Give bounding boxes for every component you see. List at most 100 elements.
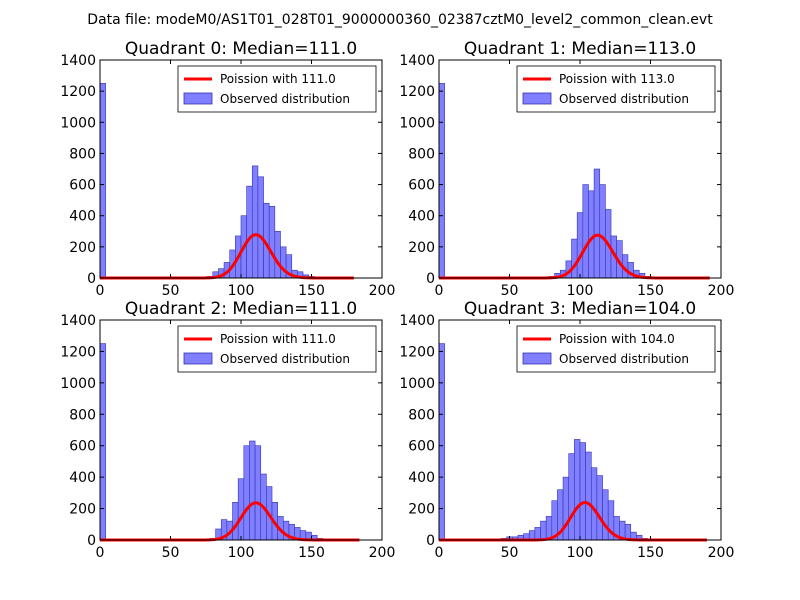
histogram-bar xyxy=(99,83,106,279)
y-tick-label: 1200 xyxy=(60,84,96,100)
y-tick-label: 1000 xyxy=(60,115,96,131)
y-tick-label: 1400 xyxy=(60,313,96,329)
histogram-bar xyxy=(579,442,586,541)
histogram-bar xyxy=(534,527,541,541)
x-tick-label: 50 xyxy=(501,545,519,561)
legend-bar-swatch xyxy=(522,352,552,365)
x-tick-label: 150 xyxy=(637,545,664,561)
y-tick-label: 600 xyxy=(69,439,96,455)
y-tick-label: 1200 xyxy=(399,84,435,100)
legend-bar-swatch xyxy=(183,352,213,365)
figure-suptitle: Data file: modeM0/AS1T01_028T01_90000003… xyxy=(87,12,713,28)
y-tick-label: 1200 xyxy=(60,344,96,360)
histogram-bar xyxy=(246,185,253,279)
x-tick-label: 100 xyxy=(567,283,594,299)
histogram-bar xyxy=(568,453,575,541)
legend-bar-swatch xyxy=(183,92,213,105)
y-tick-label: 1400 xyxy=(399,313,435,329)
histogram-bar xyxy=(562,476,570,541)
histogram-bar xyxy=(602,489,609,541)
legend-bar-swatch xyxy=(522,92,552,105)
histogram-bars xyxy=(438,83,657,279)
x-tick-label: 0 xyxy=(96,283,105,299)
histogram-bar xyxy=(249,440,256,541)
x-tick-label: 50 xyxy=(501,283,519,299)
chart-title: Quadrant 3: Median=104.0 xyxy=(464,299,696,319)
x-tick-label: 100 xyxy=(228,545,255,561)
y-tick-label: 1400 xyxy=(399,53,435,69)
y-tick-label: 600 xyxy=(408,178,435,194)
y-tick-label: 800 xyxy=(408,407,435,423)
legend-label-observed: Observed distribution xyxy=(559,352,689,366)
legend-label-poisson: Poission with 111.0 xyxy=(220,72,336,86)
y-tick-label: 1200 xyxy=(399,344,435,360)
y-tick-label: 0 xyxy=(87,533,96,549)
chart-title: Quadrant 2: Median=111.0 xyxy=(125,299,357,319)
histogram-bar xyxy=(257,176,264,279)
histogram-bar xyxy=(99,343,106,541)
x-tick-label: 200 xyxy=(708,283,735,299)
y-tick-label: 200 xyxy=(408,240,435,256)
histogram-bars xyxy=(99,83,321,279)
histogram-bar xyxy=(593,168,601,279)
x-tick-label: 100 xyxy=(228,283,255,299)
y-tick-label: 1000 xyxy=(399,376,435,392)
histogram-bar xyxy=(599,184,606,279)
y-tick-label: 1400 xyxy=(60,53,96,69)
y-tick-label: 800 xyxy=(408,146,435,162)
x-tick-label: 0 xyxy=(96,545,105,561)
legend-label-poisson: Poission with 113.0 xyxy=(559,72,675,86)
chart-panel-2: Quadrant 2: Median=111.0 0 50 100 150 200 0 200… xyxy=(60,299,395,561)
histogram-bar xyxy=(438,83,445,279)
x-tick-label: 150 xyxy=(298,283,325,299)
y-tick-label: 1000 xyxy=(399,115,435,131)
histogram-bar xyxy=(268,206,276,279)
y-tick-label: 0 xyxy=(426,533,435,549)
chart-title: Quadrant 0: Median=111.0 xyxy=(125,39,357,59)
x-tick-label: 50 xyxy=(162,545,180,561)
histogram-bar xyxy=(251,165,259,279)
histogram-bars xyxy=(99,343,324,541)
x-tick-label: 50 xyxy=(162,283,180,299)
histogram-bar xyxy=(545,516,553,541)
chart-title: Quadrant 1: Median=113.0 xyxy=(464,39,696,59)
x-tick-label: 200 xyxy=(708,545,735,561)
y-tick-label: 0 xyxy=(426,271,435,287)
x-tick-label: 0 xyxy=(435,283,444,299)
x-tick-label: 100 xyxy=(567,545,594,561)
histogram-bar xyxy=(590,467,598,541)
x-tick-label: 200 xyxy=(369,545,396,561)
poisson-fit-line xyxy=(99,233,354,280)
y-tick-label: 0 xyxy=(87,271,96,287)
histogram-bars xyxy=(438,343,654,541)
y-tick-label: 600 xyxy=(69,178,96,194)
legend: Poission with 104.0 Observed distribution xyxy=(516,325,716,373)
histogram-bar xyxy=(588,190,595,279)
histogram-bar xyxy=(585,451,592,541)
histogram-bar xyxy=(243,445,250,541)
histogram-bar xyxy=(576,212,584,279)
histogram-bar xyxy=(237,478,245,541)
histogram-bar xyxy=(274,230,281,279)
y-tick-label: 600 xyxy=(408,439,435,455)
y-tick-label: 400 xyxy=(408,209,435,225)
x-tick-label: 150 xyxy=(637,283,664,299)
y-tick-label: 400 xyxy=(69,209,96,225)
y-tick-label: 800 xyxy=(69,407,96,423)
chart-panel-1: Quadrant 1: Median=113.0 0 50 100 150 200 0 200… xyxy=(399,39,734,299)
histogram-bar xyxy=(582,184,589,279)
legend-label-observed: Observed distribution xyxy=(220,92,350,106)
histogram-bar xyxy=(571,238,578,279)
x-tick-label: 200 xyxy=(369,283,396,299)
legend: Poission with 111.0 Observed distribution xyxy=(177,65,377,113)
y-tick-label: 200 xyxy=(69,240,96,256)
legend-label-observed: Observed distribution xyxy=(559,92,689,106)
y-tick-label: 200 xyxy=(69,502,96,518)
legend-label-observed: Observed distribution xyxy=(220,352,350,366)
legend: Poission with 111.0 Observed distribution xyxy=(177,325,377,373)
x-tick-label: 150 xyxy=(298,545,325,561)
histogram-bar xyxy=(280,246,287,279)
chart-panel-3: Quadrant 3: Median=104.0 0 50 100 150 200 0 200… xyxy=(399,299,734,561)
y-tick-label: 400 xyxy=(408,470,435,486)
